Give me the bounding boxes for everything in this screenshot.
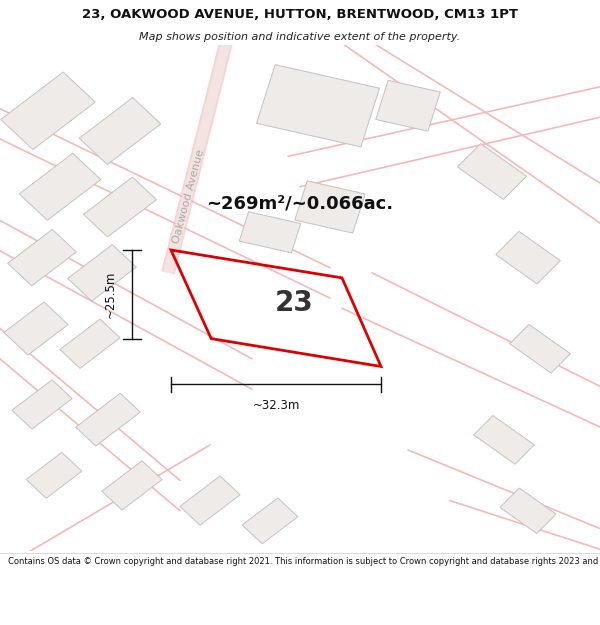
Polygon shape (68, 244, 136, 301)
Text: 23: 23 (275, 289, 313, 317)
Polygon shape (500, 488, 556, 534)
Polygon shape (102, 461, 162, 510)
Polygon shape (79, 98, 161, 164)
Text: 23, OAKWOOD AVENUE, HUTTON, BRENTWOOD, CM13 1PT: 23, OAKWOOD AVENUE, HUTTON, BRENTWOOD, C… (82, 8, 518, 21)
Polygon shape (509, 324, 571, 373)
Polygon shape (180, 476, 240, 525)
Text: Map shows position and indicative extent of the property.: Map shows position and indicative extent… (139, 31, 461, 41)
Polygon shape (12, 380, 72, 429)
Text: ~25.5m: ~25.5m (104, 271, 117, 318)
Polygon shape (76, 393, 140, 446)
Polygon shape (295, 181, 365, 233)
Polygon shape (1, 72, 95, 149)
Polygon shape (83, 177, 157, 237)
Polygon shape (242, 498, 298, 544)
Polygon shape (8, 229, 76, 286)
Polygon shape (457, 144, 527, 199)
Polygon shape (473, 416, 535, 464)
Polygon shape (4, 302, 68, 355)
Polygon shape (257, 64, 379, 147)
Polygon shape (60, 319, 120, 368)
Text: ~269m²/~0.066ac.: ~269m²/~0.066ac. (206, 194, 394, 212)
Text: Oakwood Avenue: Oakwood Avenue (172, 149, 206, 245)
Polygon shape (496, 231, 560, 284)
Polygon shape (376, 80, 440, 131)
Polygon shape (26, 452, 82, 498)
Polygon shape (239, 212, 301, 253)
Text: ~32.3m: ~32.3m (253, 399, 299, 412)
Text: Contains OS data © Crown copyright and database right 2021. This information is : Contains OS data © Crown copyright and d… (8, 557, 600, 566)
Polygon shape (19, 153, 101, 220)
